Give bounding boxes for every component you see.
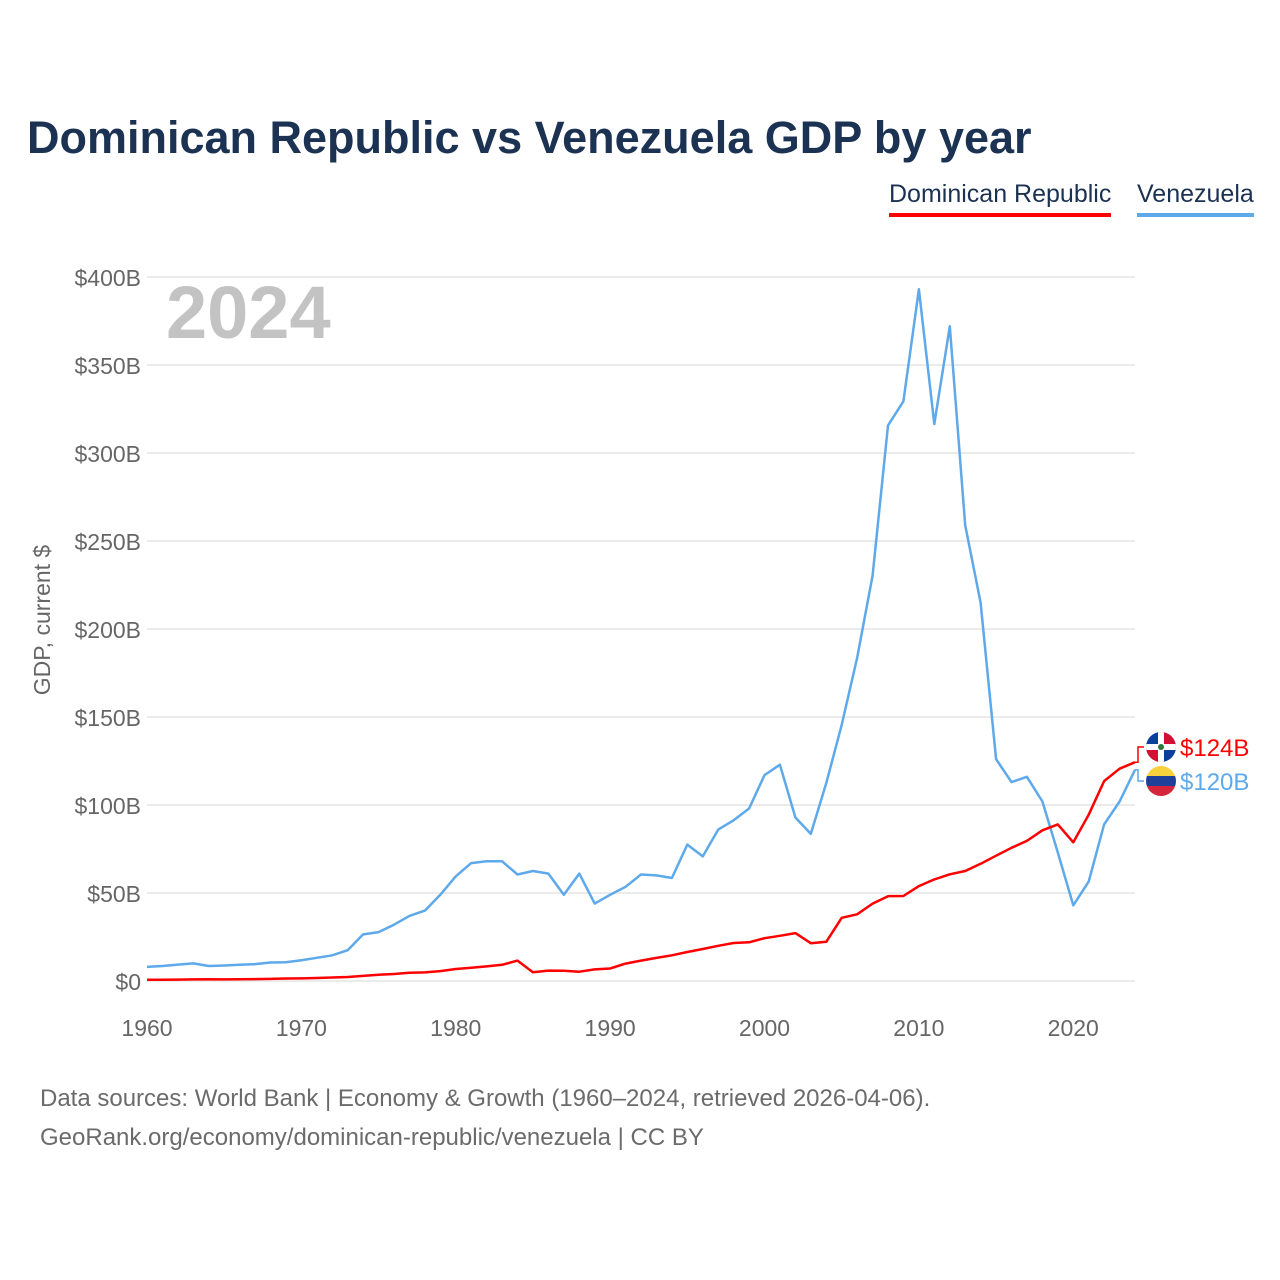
y-tick-label: $150B [74, 705, 141, 731]
y-tick-label: $400B [74, 265, 141, 291]
series-line-venezuela [146, 288, 1137, 969]
y-tick-label: $200B [74, 617, 141, 643]
legend-dominican-republic[interactable]: Dominican Republic [889, 180, 1112, 217]
end-value-label: $124B [1180, 735, 1249, 762]
dominican-republic-flag-icon [1146, 732, 1176, 762]
x-tick-label: 1990 [585, 1015, 636, 1041]
series-line-dominican-republic [147, 761, 1136, 982]
y-tick-label: $350B [74, 353, 141, 379]
legend-venezuela[interactable]: Venezuela [1137, 180, 1254, 217]
year-label: 2024 [166, 271, 331, 354]
end-label-connector [1135, 769, 1144, 782]
x-tick-label: 1970 [276, 1015, 327, 1041]
chart-title: Dominican Republic vs Venezuela GDP by y… [27, 112, 1032, 163]
footer-link[interactable]: GeoRank.org/economy/dominican-republic/v… [40, 1124, 704, 1151]
y-axis-label: GDP, current $ [29, 545, 55, 696]
x-tick-label: 2010 [893, 1015, 944, 1041]
venezuela-flag-icon [1146, 766, 1176, 796]
footer-sources: Data sources: World Bank | Economy & Gro… [40, 1085, 931, 1112]
x-tick-label: 1980 [430, 1015, 481, 1041]
y-tick-label: $300B [74, 441, 141, 467]
y-tick-label: $100B [74, 793, 141, 819]
x-tick-label: 2020 [1048, 1015, 1099, 1041]
y-tick-label: $0 [115, 969, 141, 995]
end-value-label: $120B [1180, 769, 1249, 796]
x-tick-label: 1960 [121, 1015, 172, 1041]
y-tick-label: $50B [87, 881, 141, 907]
x-tick-label: 2000 [739, 1015, 790, 1041]
end-label-connector [1135, 746, 1144, 763]
y-tick-label: $250B [74, 529, 141, 555]
